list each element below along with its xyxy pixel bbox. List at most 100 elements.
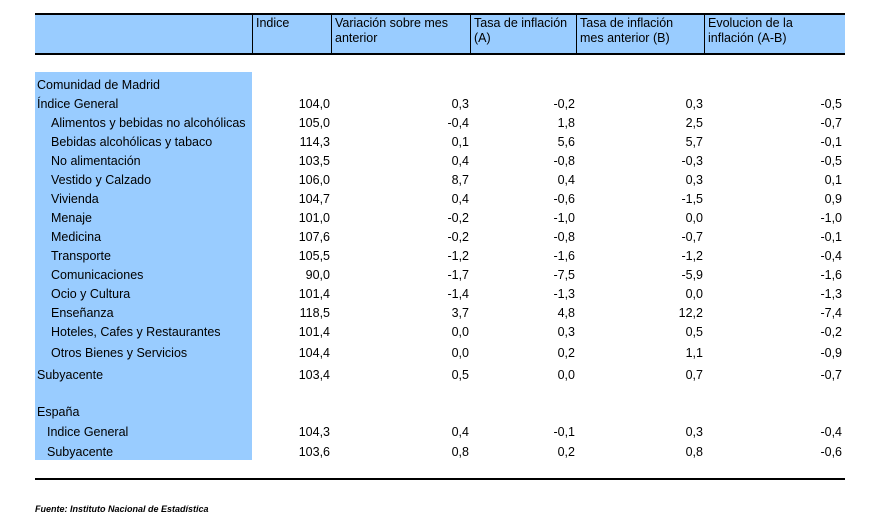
table-header xyxy=(35,14,845,54)
cell-tasa-a: -0,2 xyxy=(553,97,575,111)
cell-indice: 90,0 xyxy=(305,268,330,282)
cell-evolucion: -0,9 xyxy=(820,346,842,360)
cell-indice: 101,4 xyxy=(298,325,330,339)
cell-evolucion: 0,9 xyxy=(824,192,842,206)
cell-evolucion: -0,7 xyxy=(820,368,842,382)
cell-evolucion: -0,7 xyxy=(820,116,842,130)
cell-tasa-b: -0,3 xyxy=(681,154,703,168)
cell-variacion: 0,8 xyxy=(451,445,469,459)
cell-variacion: 0,5 xyxy=(451,368,469,382)
cell-tasa-a: -0,1 xyxy=(553,425,575,439)
cell-indice: 104,4 xyxy=(298,346,330,360)
cell-indice: 101,4 xyxy=(298,287,330,301)
header-divider xyxy=(470,14,471,54)
cell-tasa-b: 0,5 xyxy=(685,325,703,339)
cell-tasa-a: 0,3 xyxy=(557,325,575,339)
header-tasa-b: Tasa de inflación mes anterior (B) xyxy=(580,16,673,46)
cell-indice: 106,0 xyxy=(298,173,330,187)
row-label: Transporte xyxy=(51,249,111,263)
cell-indice: 104,7 xyxy=(298,192,330,206)
source-note: Fuente: Instituto Nacional de Estadístic… xyxy=(35,504,209,514)
cell-tasa-a: 5,6 xyxy=(557,135,575,149)
cell-tasa-a: 0,2 xyxy=(557,346,575,360)
cell-tasa-a: 1,8 xyxy=(557,116,575,130)
header-tasa-a-line2: (A) xyxy=(474,31,491,45)
row-label: No alimentación xyxy=(51,154,141,168)
cell-indice: 118,5 xyxy=(299,306,330,320)
cell-tasa-a: -0,8 xyxy=(553,154,575,168)
header-top-rule xyxy=(35,13,845,15)
row-label: Alimentos y bebidas no alcohólicas xyxy=(51,116,246,130)
header-divider xyxy=(252,14,253,54)
cell-indice: 105,0 xyxy=(298,116,330,130)
cell-tasa-b: 0,3 xyxy=(685,97,703,111)
header-divider xyxy=(331,14,332,54)
header-indice-text: Indice xyxy=(256,16,290,30)
cell-indice: 104,0 xyxy=(298,97,330,111)
cell-tasa-a: -1,0 xyxy=(553,211,575,225)
row-label: Ocio y Cultura xyxy=(51,287,131,301)
row-label: Menaje xyxy=(51,211,92,225)
cell-variacion: 0,1 xyxy=(451,135,469,149)
cell-evolucion: -1,0 xyxy=(820,211,842,225)
row-label: Medicina xyxy=(51,230,102,244)
cell-indice: 103,6 xyxy=(298,445,330,459)
cell-indice: 104,3 xyxy=(298,425,330,439)
header-divider xyxy=(576,14,577,54)
cell-tasa-a: -0,6 xyxy=(553,192,575,206)
cell-evolucion: -1,3 xyxy=(820,287,842,301)
cell-variacion: 3,7 xyxy=(451,306,469,320)
cell-indice: 114,3 xyxy=(299,135,330,149)
header-evolucion-line2: inflación (A-B) xyxy=(708,31,787,45)
cell-indice: 107,6 xyxy=(298,230,330,244)
header-indice: Indice xyxy=(256,16,289,31)
cell-tasa-a: 0,4 xyxy=(557,173,575,187)
cell-evolucion: -0,4 xyxy=(820,249,842,263)
row-label: Indice General xyxy=(47,425,129,439)
cell-evolucion: -0,2 xyxy=(820,325,842,339)
header-variacion-line2: anterior xyxy=(335,31,378,45)
row-label: Otros Bienes y Servicios xyxy=(51,346,188,360)
cell-tasa-b: 0,3 xyxy=(685,173,703,187)
cell-variacion: -0,2 xyxy=(447,230,469,244)
cell-indice: 105,5 xyxy=(298,249,330,263)
cell-variacion: 0,4 xyxy=(451,154,469,168)
cell-tasa-b: 0,7 xyxy=(685,368,703,382)
cell-evolucion: -0,1 xyxy=(820,230,842,244)
header-evolucion: Evolucion de la inflación (A-B) xyxy=(708,16,793,46)
cell-variacion: -0,4 xyxy=(447,116,469,130)
cell-evolucion: -0,5 xyxy=(820,154,842,168)
header-divider xyxy=(704,14,705,54)
cell-tasa-a: -1,3 xyxy=(553,287,575,301)
section-title-madrid: Comunidad de Madrid xyxy=(37,78,160,92)
cell-evolucion: 0,1 xyxy=(824,173,842,187)
row-label: Índice General xyxy=(37,97,119,111)
cell-tasa-b: 1,1 xyxy=(685,346,703,360)
cell-tasa-a: 4,8 xyxy=(557,306,575,320)
header-evolucion-line1: Evolucion de la xyxy=(708,16,793,30)
cell-tasa-b: 12,2 xyxy=(678,306,703,320)
cell-variacion: -1,4 xyxy=(447,287,469,301)
row-label: Bebidas alcohólicas y tabaco xyxy=(51,135,213,149)
cell-tasa-b: 5,7 xyxy=(685,135,703,149)
cell-variacion: 0,4 xyxy=(451,425,469,439)
cell-indice: 101,0 xyxy=(298,211,330,225)
cell-tasa-a: -7,5 xyxy=(553,268,575,282)
cell-tasa-a: -0,8 xyxy=(553,230,575,244)
row-label: Subyacente xyxy=(47,445,114,459)
cell-variacion: 0,3 xyxy=(451,97,469,111)
cell-variacion: 8,7 xyxy=(451,173,469,187)
table-bottom-rule xyxy=(35,478,845,480)
cell-variacion: 0,0 xyxy=(451,325,469,339)
cell-tasa-b: -0,7 xyxy=(681,230,703,244)
cell-tasa-b: 0,8 xyxy=(685,445,703,459)
row-label: Subyacente xyxy=(37,368,104,382)
row-label: Enseñanza xyxy=(51,306,114,320)
row-label: Vivienda xyxy=(51,192,99,206)
cell-indice: 103,4 xyxy=(298,368,330,382)
cell-tasa-a: 0,0 xyxy=(557,368,575,382)
cell-tasa-a: -1,6 xyxy=(553,249,575,263)
cell-tasa-b: -5,9 xyxy=(681,268,703,282)
cell-tasa-b: 0,3 xyxy=(685,425,703,439)
row-label: Vestido y Calzado xyxy=(51,173,152,187)
